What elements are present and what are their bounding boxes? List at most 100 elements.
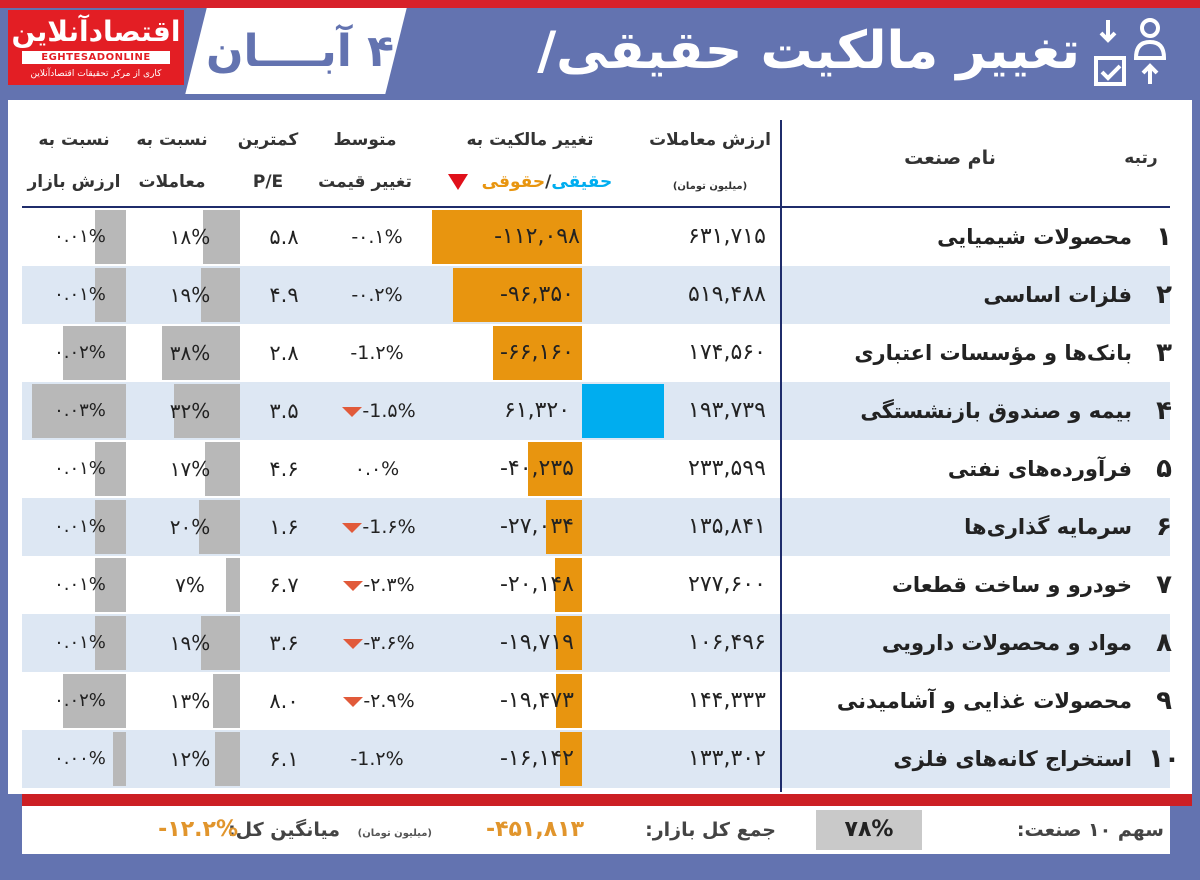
market-ratio-cell: ۰.۰۲% <box>22 324 138 382</box>
min-pe-cell: ۶.۱ <box>269 747 299 771</box>
avg-price-change-cell: -۳.۶% <box>322 614 432 672</box>
footer-red-bar <box>22 794 1192 806</box>
share-value: ۷۸% <box>816 810 922 850</box>
market-ratio-bar <box>95 268 126 322</box>
trade-ratio-bar <box>201 268 240 322</box>
market-ratio-cell: ۰.۰۰% <box>22 730 138 788</box>
trade-ratio-cell: ۱۸% <box>140 208 240 266</box>
table-row: ۸ مواد و محصولات دارویی ۱۰۶,۴۹۶ -۱۹,۷۱۹ -۳.۶… <box>22 614 1172 672</box>
trade-value-cell: ۱۰۶,۴۹۶ <box>688 630 766 655</box>
trade-ratio-bar <box>215 732 240 786</box>
header-change-legend: حقیقی/حقوقی <box>420 164 640 200</box>
trade-ratio-cell: ۲۰% <box>140 498 240 556</box>
min-pe-cell: ۲.۸ <box>269 341 299 365</box>
market-ratio-value: ۰.۰۱% <box>54 516 106 537</box>
market-ratio-value: ۰.۰۱% <box>54 632 106 653</box>
market-ratio-cell: ۰.۰۱% <box>22 556 138 614</box>
industry-name: فرآورده‌های نفتی <box>947 457 1132 481</box>
table-row: ۴ بیمه و صندوق بازنشستگی ۱۹۳,۷۳۹ ۶۱,۳۲۰ -1.۵… <box>22 382 1172 440</box>
market-ratio-cell: ۰.۰۱% <box>22 498 138 556</box>
trade-value-cell: ۱۹۳,۷۳۹ <box>688 398 766 423</box>
avg-price-change-cell: ۰.۰% <box>322 440 432 498</box>
ownership-change-cell: ۶۱,۳۲۰ <box>422 382 664 440</box>
table-row: ۹ محصولات غذایی و آشامیدنی ۱۴۴,۳۳۳ -۱۹,۴۷۳ -… <box>22 672 1172 730</box>
ownership-change-cell: -۱۹,۷۱۹ <box>422 614 652 672</box>
ownership-change-cell: -۹۶,۳۵۰ <box>422 266 652 324</box>
market-ratio-bar <box>95 210 126 264</box>
trade-ratio-bar <box>199 500 240 554</box>
avg-price-change-cell: -1.۵% <box>322 382 432 440</box>
rank-cell: ۵ <box>1156 454 1172 484</box>
table-row: ۶ سرمایه گذاری‌ها ۱۳۵,۸۴۱ -۲۷,۰۳۴ -1.۶% ۱.۶ ۲۰… <box>22 498 1172 556</box>
market-ratio-cell: ۰.۰۱% <box>22 266 138 324</box>
market-ratio-cell: ۰.۰۲% <box>22 672 138 730</box>
market-ratio-bar <box>113 732 126 786</box>
min-pe-cell: ۵.۸ <box>269 225 299 249</box>
legend-separator: / <box>545 172 552 192</box>
trade-ratio-cell: ۱۹% <box>140 614 240 672</box>
eghtesadonline-logo[interactable]: اقتصادآنلاین EGHTESADONLINE کاری از مرکز… <box>8 10 184 85</box>
down-triangle-icon <box>342 406 363 417</box>
share-label: سهم ۱۰ صنعت: <box>1016 819 1164 841</box>
ownership-change-value: -۹۶,۳۵۰ <box>499 282 574 307</box>
avg-price-change-value: -1.۲% <box>350 342 404 364</box>
ownership-change-bar <box>560 732 582 786</box>
min-pe-cell: ۳.۵ <box>269 399 299 423</box>
header-rank: رتبه <box>1124 148 1158 168</box>
market-ratio-cell: ۰.۰۱% <box>22 208 138 266</box>
industry-name: سرمایه گذاری‌ها <box>964 515 1132 539</box>
header-value-unit: (میلیون تومان) <box>672 181 748 192</box>
rank-cell: ۲ <box>1156 280 1172 310</box>
min-pe-cell: ۴.۶ <box>269 457 299 481</box>
trade-ratio-cell: ۱۹% <box>140 266 240 324</box>
trade-ratio-bar <box>162 326 240 380</box>
down-triangle-icon <box>342 522 363 533</box>
rank-cell: ۷ <box>1156 570 1172 600</box>
trade-ratio-value: ۱۲% <box>169 747 211 771</box>
trade-ratio-value: ۱۹% <box>169 283 211 307</box>
red-down-triangle-icon <box>447 174 468 190</box>
top-red-bar <box>0 0 1200 8</box>
market-ratio-bar <box>63 674 126 728</box>
market-ratio-value: ۰.۰۲% <box>54 342 106 363</box>
ownership-change-value: -۲۷,۰۳۴ <box>499 514 574 539</box>
trade-ratio-value: ۱۹% <box>169 631 211 655</box>
down-triangle-icon <box>343 696 364 707</box>
trade-ratio-bar <box>203 210 240 264</box>
market-ratio-bar <box>95 616 126 670</box>
trade-ratio-value: ۱۳% <box>169 689 211 713</box>
market-ratio-value: ۰.۰۱% <box>54 574 106 595</box>
avg-price-change-cell: -۲.۹% <box>322 672 432 730</box>
ownership-change-cell: -۱۶,۱۴۲ <box>422 730 652 788</box>
avg-price-change-cell: -1.۶% <box>322 498 432 556</box>
market-ratio-value: ۰.۰۱% <box>54 226 106 247</box>
avg-price-change-cell: -1.۲% <box>322 730 432 788</box>
avg-price-change-cell: -۲.۳% <box>322 556 432 614</box>
avg-label: میانگین کل: <box>228 819 340 841</box>
table-row: ۱ محصولات شیمیایی ۶۳۱,۷۱۵ -۱۱۲,۰۹۸ -۰.۱% ۵.۸ ۱… <box>22 208 1172 266</box>
market-ratio-bar <box>63 326 126 380</box>
industry-name: محصولات غذایی و آشامیدنی <box>836 689 1132 713</box>
ownership-change-cell: -۱۱۲,۰۹۸ <box>422 208 652 266</box>
logo-latin: EGHTESADONLINE <box>22 51 170 64</box>
trade-ratio-bar <box>226 558 240 612</box>
trade-ratio-value: ۲۰% <box>169 515 211 539</box>
rank-cell: ۳ <box>1156 338 1172 368</box>
table-row: ۷ خودرو و ساخت قطعات ۲۷۷,۶۰۰ -۲۰,۱۴۸ -۲.۳% ۶.… <box>22 556 1172 614</box>
ownership-change-bar <box>556 674 582 728</box>
market-ratio-bar <box>95 558 126 612</box>
avg-price-change-value: -۰.۲% <box>351 284 403 306</box>
trade-ratio-cell: ۱۷% <box>140 440 240 498</box>
trade-ratio-cell: ۱۳% <box>140 672 240 730</box>
rank-cell: ۱ <box>1156 222 1172 252</box>
table-row: ۱۰ استخراج کانه‌های فلزی ۱۳۳,۳۰۲ -۱۶,۱۴۲ -1.… <box>22 730 1180 788</box>
market-ratio-bar <box>32 384 126 438</box>
avg-price-change-cell: -۰.۱% <box>322 208 432 266</box>
header-value: ارزش معاملات <box>649 130 771 150</box>
trade-ratio-value: ۳۸% <box>169 341 211 365</box>
min-pe-cell: ۳.۶ <box>269 631 299 655</box>
table-row: ۲ فلزات اساسی ۵۱۹,۴۸۸ -۹۶,۳۵۰ -۰.۲% ۴.۹ ۱۹% ۰.۰… <box>22 266 1172 324</box>
header-market-ratio-2: ارزش بازار <box>27 172 121 192</box>
ownership-change-bar <box>453 268 582 322</box>
header-change: تغییر مالکیت به <box>466 130 594 150</box>
